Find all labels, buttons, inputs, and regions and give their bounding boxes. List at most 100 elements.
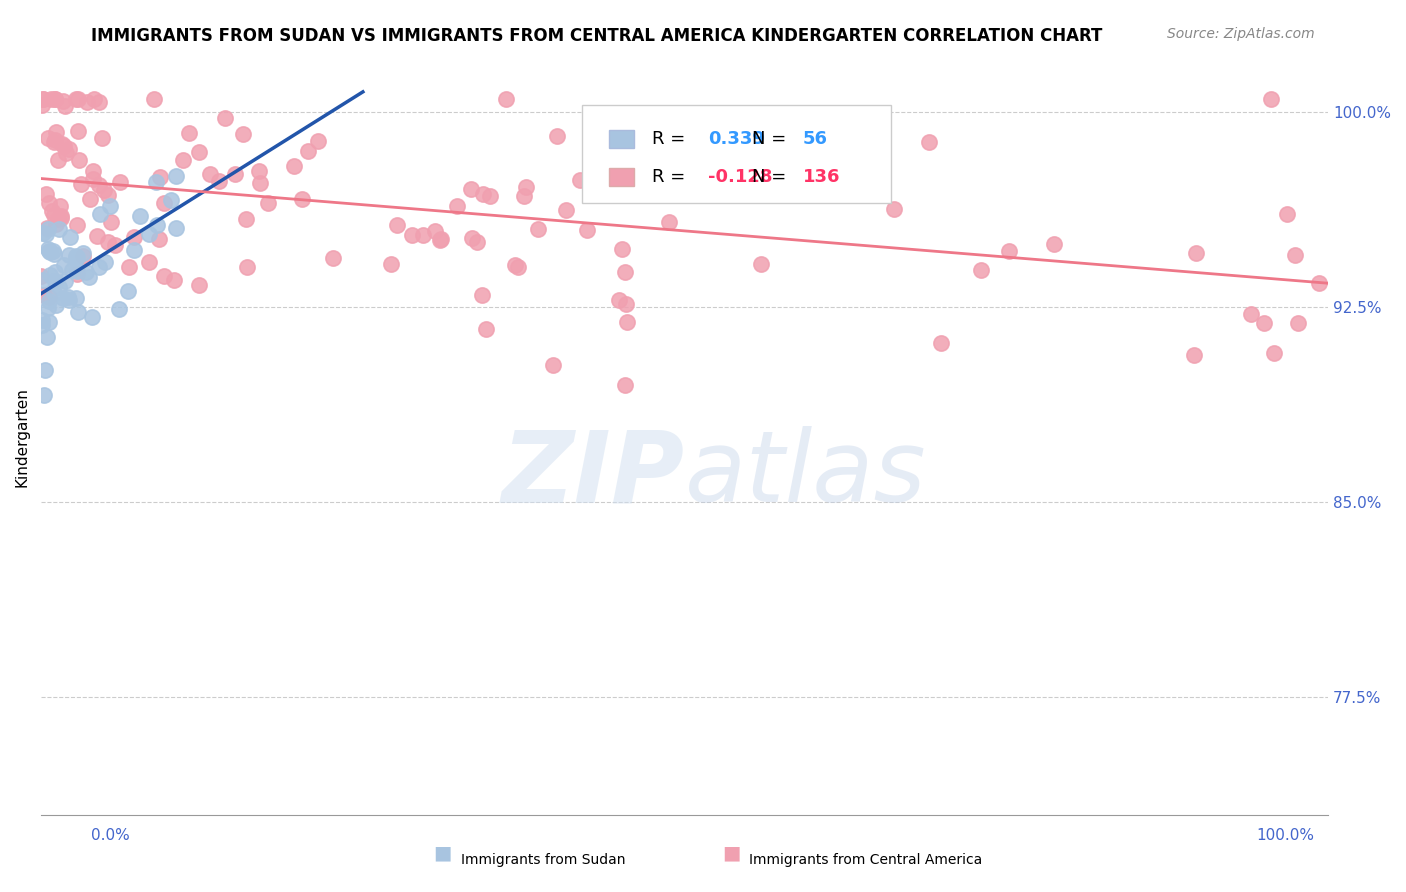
Point [1263, 345, 1285, 359]
Point [48, 212, 70, 227]
Point [104, 238, 127, 252]
Point [198, 167, 221, 181]
Point [38, 268, 60, 282]
Text: 0.339: 0.339 [707, 130, 765, 148]
Point [460, 181, 482, 195]
Point [128, 209, 150, 223]
Point [83, 92, 105, 106]
Point [53, 98, 76, 112]
Point [67, 124, 90, 138]
FancyBboxPatch shape [582, 105, 890, 203]
Point [322, 251, 344, 265]
Point [44, 92, 66, 106]
Point [66, 267, 89, 281]
Point [616, 316, 638, 330]
Point [478, 188, 501, 202]
Point [148, 232, 170, 246]
Point [380, 257, 402, 271]
Point [44, 246, 66, 260]
Point [1284, 248, 1306, 262]
Point [48, 279, 70, 293]
Point [65, 291, 87, 305]
Point [39, 92, 62, 106]
Point [98, 199, 121, 213]
Point [385, 218, 408, 232]
Point [247, 164, 270, 178]
Point [610, 242, 633, 256]
Point [165, 221, 187, 235]
Point [214, 111, 236, 125]
Point [506, 260, 529, 274]
Point [495, 92, 517, 106]
Point [48, 199, 70, 213]
Point [65, 92, 87, 106]
Text: Source: ZipAtlas.com: Source: ZipAtlas.com [1167, 27, 1315, 41]
Point [44, 208, 66, 222]
Point [188, 277, 211, 292]
Point [145, 176, 167, 190]
Point [67, 153, 90, 168]
Point [472, 186, 495, 201]
Point [66, 264, 89, 278]
Point [970, 262, 993, 277]
Point [546, 128, 568, 143]
Point [87, 178, 110, 193]
Point [80, 310, 103, 324]
Point [883, 202, 905, 217]
Point [32, 388, 55, 402]
Point [122, 229, 145, 244]
Point [30, 268, 52, 283]
Point [94, 255, 117, 269]
Point [34, 362, 56, 376]
Point [44, 285, 66, 300]
Point [918, 136, 941, 150]
Point [283, 159, 305, 173]
Point [503, 258, 526, 272]
Point [682, 107, 704, 121]
Point [31, 313, 53, 327]
Point [66, 305, 89, 319]
Point [82, 172, 104, 186]
Point [187, 145, 209, 160]
Point [65, 252, 87, 266]
Point [79, 193, 101, 207]
Point [37, 301, 59, 315]
Text: 136: 136 [803, 168, 841, 186]
Point [1043, 237, 1066, 252]
Point [58, 248, 80, 262]
Point [32, 227, 55, 241]
Point [177, 127, 200, 141]
Point [37, 131, 59, 145]
FancyBboxPatch shape [609, 168, 634, 186]
Point [1240, 307, 1263, 321]
Point [163, 273, 186, 287]
Y-axis label: Kindergarten: Kindergarten [15, 387, 30, 487]
Point [77, 269, 100, 284]
Point [45, 217, 67, 231]
Point [471, 288, 494, 302]
Point [55, 145, 77, 160]
Point [165, 169, 187, 184]
Text: N =: N = [752, 130, 792, 148]
Point [66, 92, 89, 106]
Point [658, 215, 681, 229]
Point [568, 173, 591, 187]
Point [38, 315, 60, 329]
Point [82, 164, 104, 178]
Point [87, 260, 110, 275]
Text: ■: ■ [433, 844, 453, 863]
Point [37, 221, 59, 235]
Point [702, 163, 724, 178]
Point [59, 229, 82, 244]
Point [32, 92, 55, 106]
Point [749, 257, 772, 271]
Point [97, 235, 120, 250]
Point [41, 204, 63, 219]
Point [429, 233, 451, 247]
Point [41, 244, 63, 258]
Point [1184, 245, 1206, 260]
Point [297, 145, 319, 159]
Point [37, 242, 59, 256]
Point [117, 260, 139, 274]
Point [107, 302, 129, 317]
